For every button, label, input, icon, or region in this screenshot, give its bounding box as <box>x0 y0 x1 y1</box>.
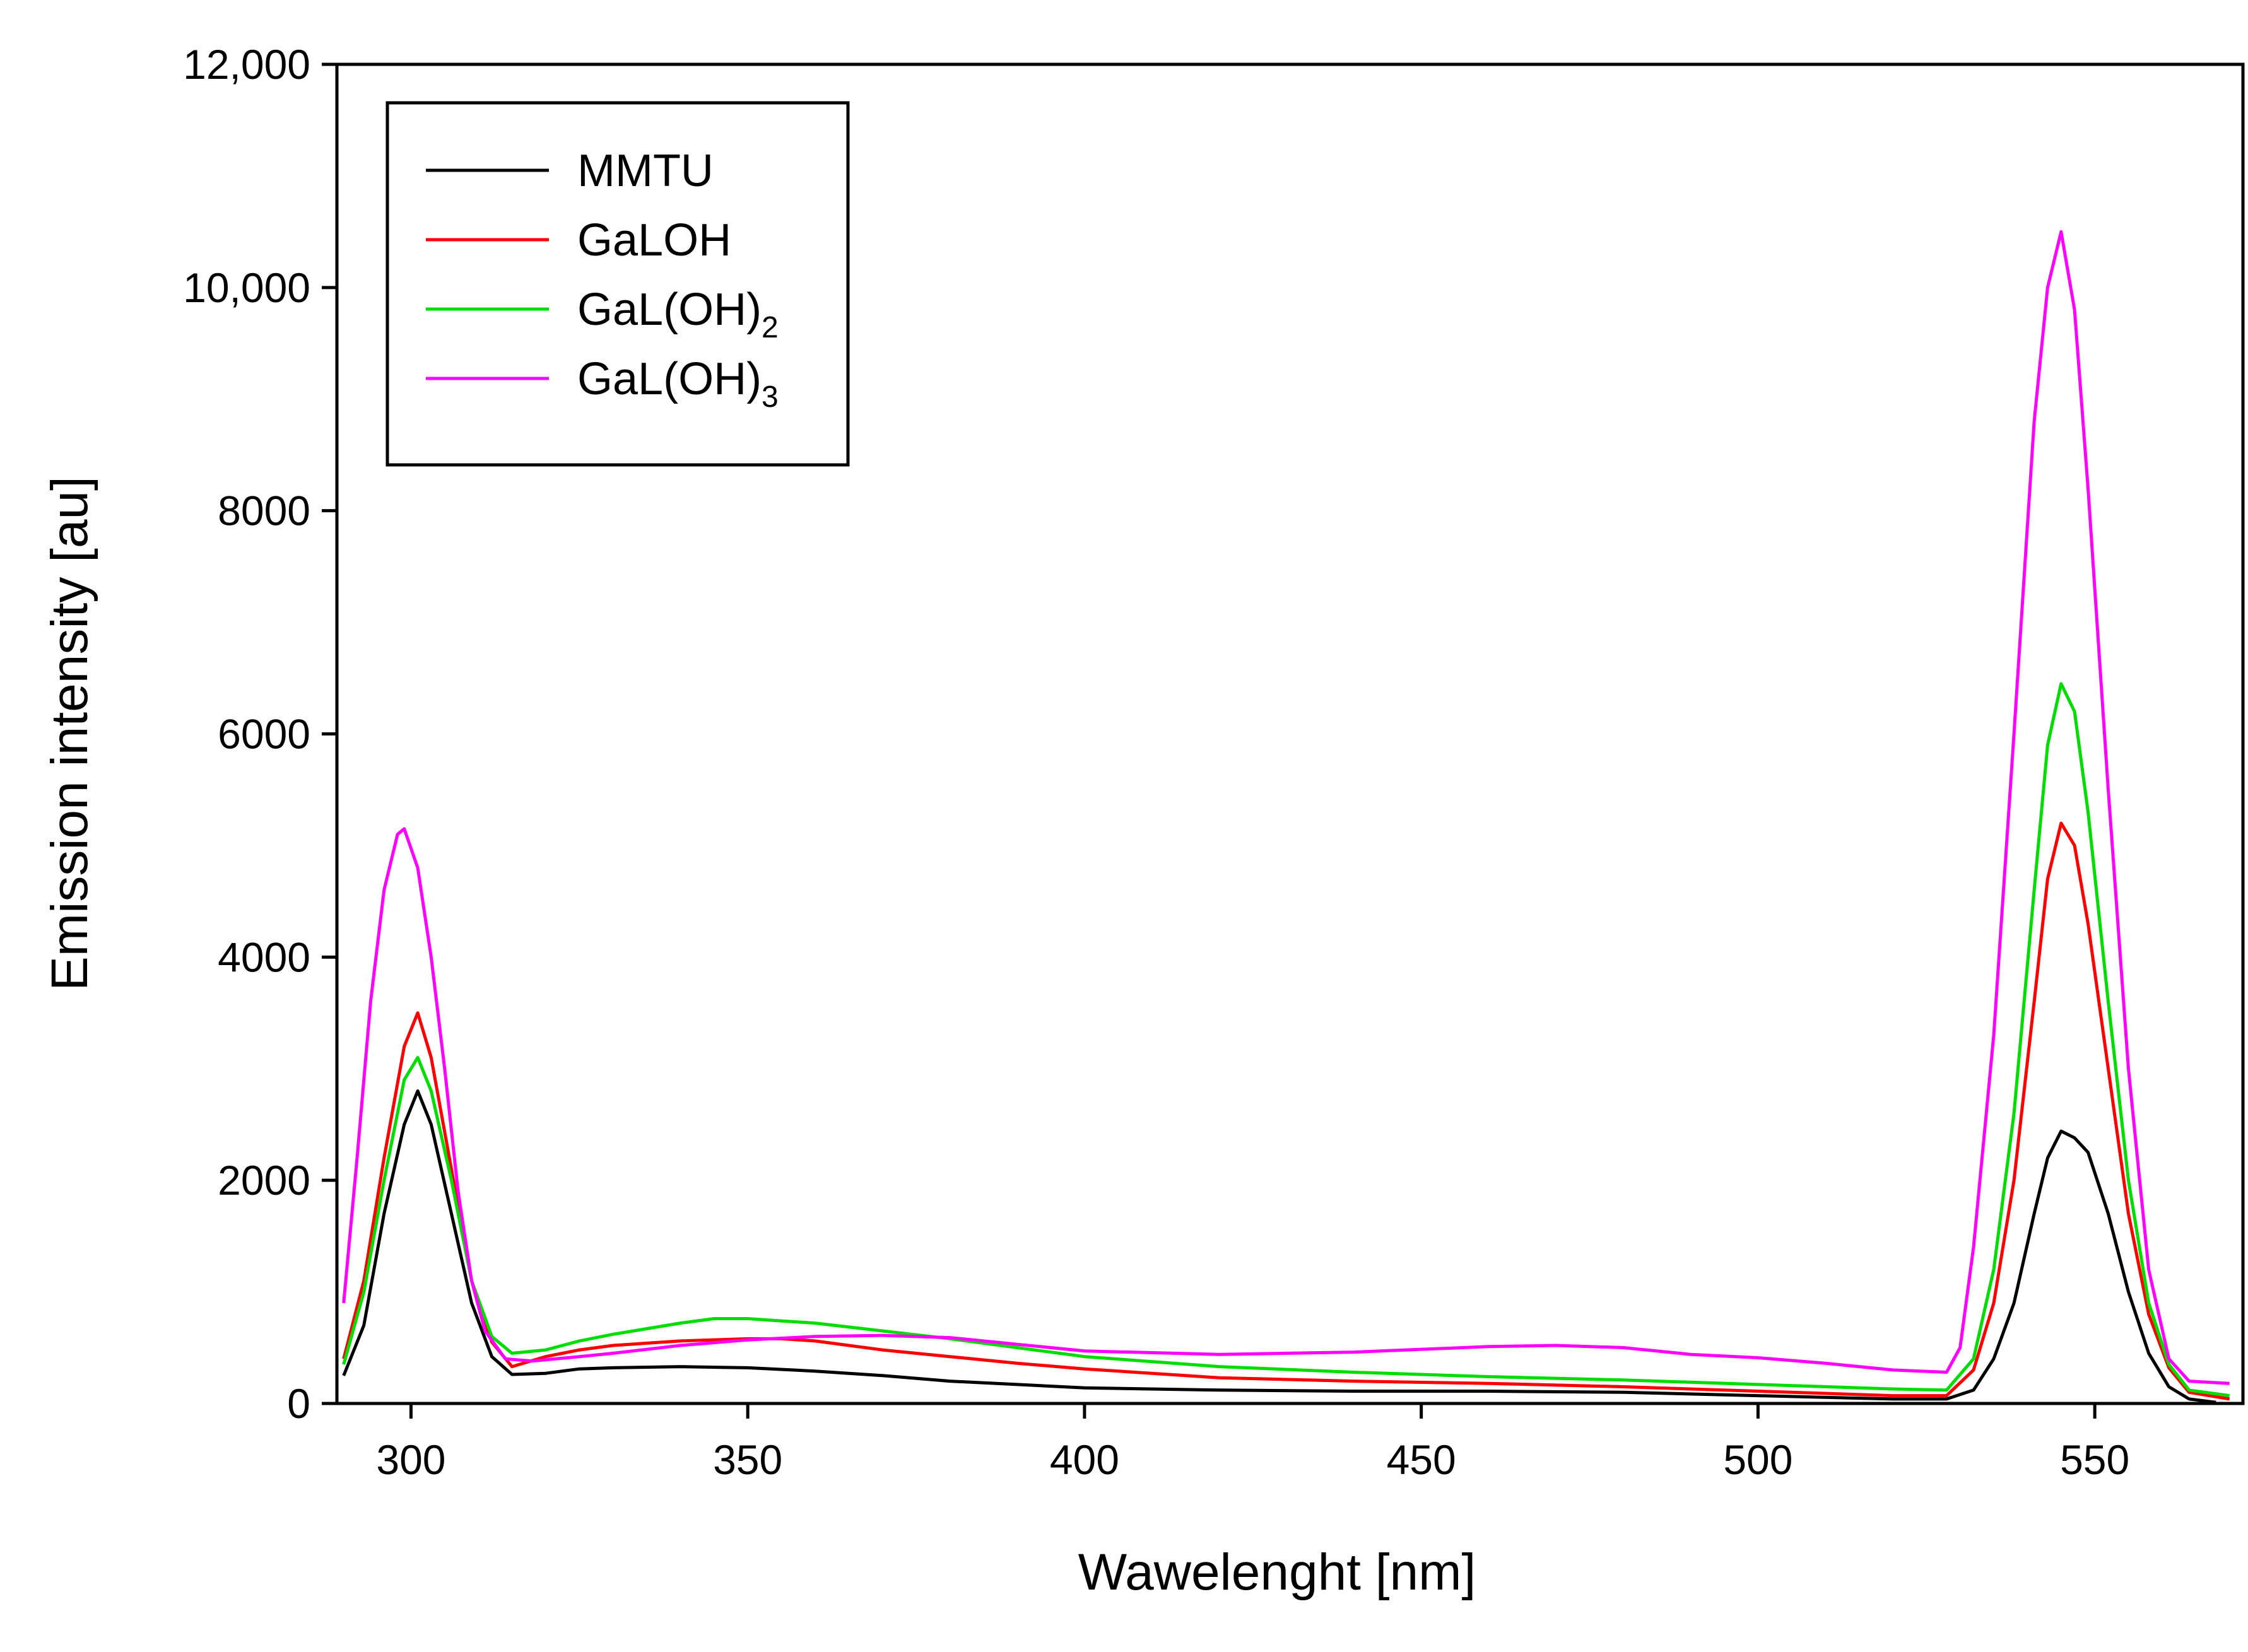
series-line-gal-oh-3 <box>342 230 2230 1385</box>
legend-label: MMTU <box>577 146 714 196</box>
x-axis-ticks: 300 350 400 450 500 550 <box>376 1403 2129 1483</box>
x-tick-label: 550 <box>2060 1436 2129 1483</box>
x-tick-label: 450 <box>1387 1436 1456 1483</box>
series-line-galoh <box>342 821 2230 1401</box>
x-tick-label: 500 <box>1723 1436 1792 1483</box>
y-tick-label: 8000 <box>218 488 310 534</box>
series-line-gal-oh-2 <box>342 682 2230 1398</box>
series-line-mmtu <box>342 1089 2216 1404</box>
legend-label-text: GaL(OH) <box>577 354 762 404</box>
legend-label-subscript: 2 <box>762 311 779 344</box>
x-tick-label: 400 <box>1050 1436 1119 1483</box>
y-tick-label: 4000 <box>218 934 310 980</box>
legend-label-text: GaLOH <box>577 215 731 266</box>
legend-box <box>385 101 850 467</box>
y-tick-label: 2000 <box>218 1157 310 1204</box>
y-tick-label: 0 <box>287 1380 310 1427</box>
y-tick-label: 10,000 <box>183 264 310 311</box>
legend-label-text: MMTU <box>577 146 714 196</box>
legend-label: GaL(OH)2 <box>577 284 779 344</box>
x-tick-label: 350 <box>713 1436 782 1483</box>
legend-label-subscript: 3 <box>762 380 779 414</box>
x-axis-title: Wawelenght [nm] <box>1078 1544 1476 1601</box>
x-tick-label: 300 <box>376 1436 445 1483</box>
y-axis-ticks: 0 2000 4000 6000 8000 10,000 12,000 <box>183 41 337 1427</box>
legend-label-text: GaL(OH) <box>577 284 762 335</box>
y-tick-label: 6000 <box>218 711 310 758</box>
legend-label: GaLOH <box>577 215 731 266</box>
y-axis-title: Emission intensity [au] <box>41 476 98 991</box>
series-layer <box>342 230 2230 1404</box>
y-tick-label: 12,000 <box>183 41 310 88</box>
legend-label: GaL(OH)3 <box>577 354 779 414</box>
